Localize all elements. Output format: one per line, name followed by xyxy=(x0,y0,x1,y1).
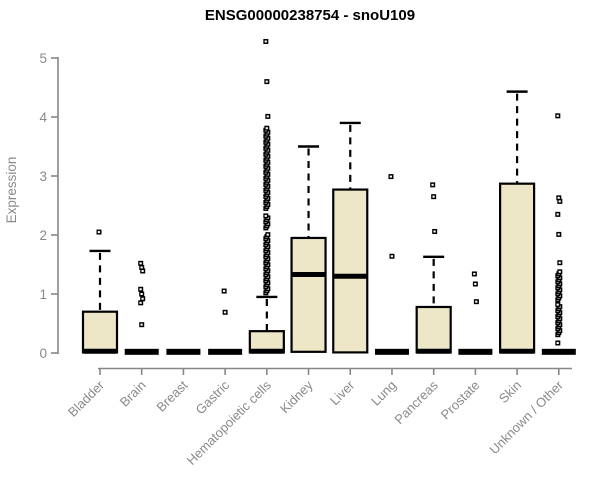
outlier-point-center xyxy=(222,290,226,293)
outlier-point-center xyxy=(475,300,478,303)
collapsed-box xyxy=(374,348,409,355)
x-tick-label: Bladder xyxy=(65,377,108,420)
chart-title: ENSG00000238754 - snoU109 xyxy=(204,7,416,24)
collapsed-box xyxy=(166,348,201,355)
outlier-point-center xyxy=(556,341,559,344)
outlier-point-center xyxy=(265,80,268,83)
outlier-point-center xyxy=(265,127,268,130)
y-tick-label: 0 xyxy=(39,346,47,361)
box-rect xyxy=(332,188,369,354)
box-group-liver xyxy=(332,121,369,354)
outlier-point-center xyxy=(557,233,560,236)
box-rect xyxy=(81,310,119,354)
box-group-breast xyxy=(166,348,201,355)
box-group-lung xyxy=(374,174,409,355)
outlier-point-center xyxy=(556,213,559,216)
outlier-point-center xyxy=(558,200,561,203)
box-group-pancreas xyxy=(415,182,452,354)
box-rect xyxy=(290,236,327,353)
x-tick-label: Kidney xyxy=(277,377,316,416)
outlier-point-center xyxy=(264,40,267,43)
outlier-point-center xyxy=(558,270,561,273)
outlier-point-center xyxy=(140,323,143,326)
y-axis-title: Expression xyxy=(4,157,19,224)
box-group-unknown-other xyxy=(541,113,576,355)
outlier-point-center xyxy=(223,311,227,314)
x-tick-label: Gastric xyxy=(193,377,233,417)
outlier-point-center xyxy=(433,230,436,233)
x-tick-label: Skin xyxy=(496,378,524,406)
outlier-point-center xyxy=(389,175,392,178)
outlier-point-center xyxy=(266,233,269,236)
x-tick-label: Brain xyxy=(117,378,149,410)
outlier-point-center xyxy=(473,272,476,275)
outlier-point-center xyxy=(264,214,267,217)
outlier-point-center xyxy=(141,269,144,272)
outlier-point-center xyxy=(97,231,100,234)
y-tick-label: 1 xyxy=(39,287,47,302)
outlier-point-center xyxy=(266,115,269,118)
box-group-hematopoietic-cells xyxy=(248,38,285,354)
outlier-point-center xyxy=(557,196,560,199)
y-axis: 0 1 2 3 4 5 Expression xyxy=(4,51,59,361)
outlier-point-center xyxy=(139,262,142,265)
collapsed-box xyxy=(124,348,159,355)
y-tick-label: 5 xyxy=(39,51,47,66)
outlier-point-center xyxy=(140,266,143,269)
x-tick-label: Breast xyxy=(153,377,190,414)
box-rect xyxy=(415,305,452,354)
y-tick-label: 2 xyxy=(39,228,47,243)
x-tick-label: Pancreas xyxy=(391,377,441,427)
box-group-gastric xyxy=(208,288,243,355)
outlier-point-center xyxy=(556,114,559,117)
collapsed-box xyxy=(541,348,576,355)
y-tick-label: 4 xyxy=(39,110,47,125)
y-tick-label: 3 xyxy=(39,169,47,184)
outlier-point-center xyxy=(390,255,393,258)
box-group-skin xyxy=(499,90,536,354)
outlier-point-center xyxy=(431,183,434,186)
outlier-point-center xyxy=(474,282,477,285)
box-group-brain xyxy=(124,260,159,355)
box-group-prostate xyxy=(458,271,493,355)
x-tick-label: Prostate xyxy=(438,378,483,423)
outlier-point-center xyxy=(141,297,144,300)
outlier-point-center xyxy=(432,195,435,198)
outlier-point-center xyxy=(140,293,143,295)
x-tick-label: Liver xyxy=(327,377,358,408)
x-tick-label: Lung xyxy=(368,378,399,409)
box-group-kidney xyxy=(290,145,327,353)
box-rect xyxy=(499,182,536,354)
outlier-point-center xyxy=(139,301,142,304)
box-group-bladder xyxy=(81,229,119,354)
outlier-point-center xyxy=(139,288,142,291)
collapsed-box xyxy=(458,348,493,355)
x-tick-label: Unknown / Other xyxy=(486,377,566,457)
outlier-point-center xyxy=(558,261,561,264)
outlier-point-center xyxy=(556,303,559,306)
collapsed-box xyxy=(208,348,243,355)
